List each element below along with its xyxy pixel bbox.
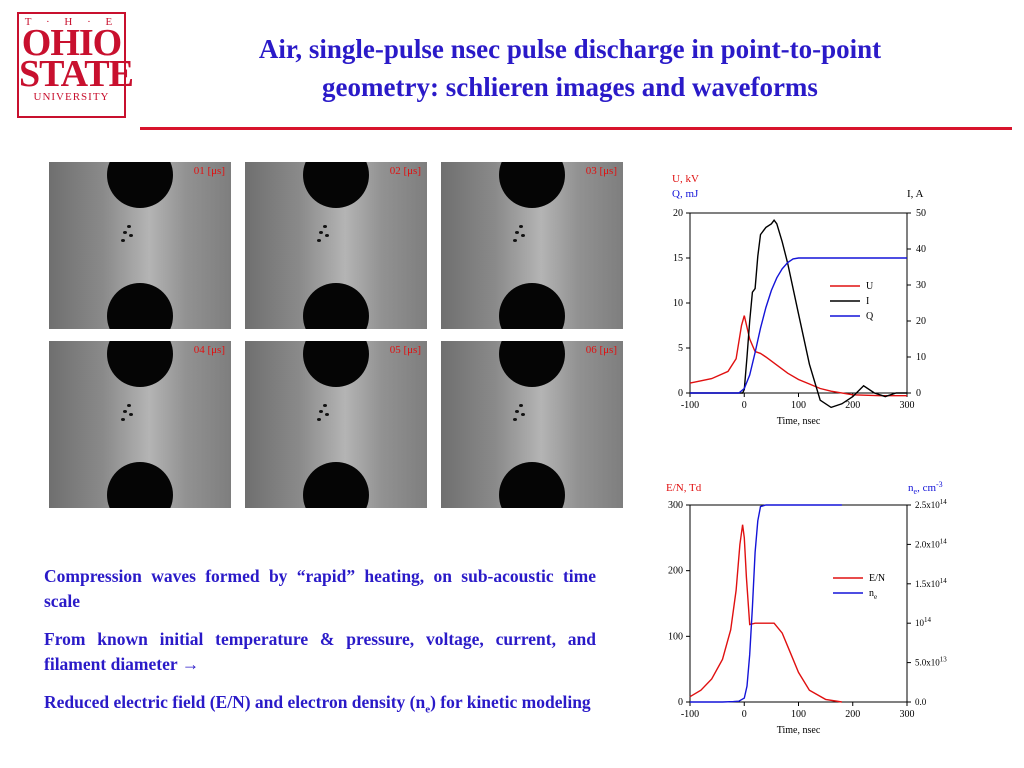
image-time-label: 01 [μs] bbox=[193, 165, 225, 177]
y-right-tick-label: 5.0x1013 bbox=[915, 656, 947, 668]
legend-label: Q bbox=[866, 311, 874, 322]
y-left-tick-label: 0 bbox=[678, 388, 683, 399]
x-tick-label: 300 bbox=[900, 400, 915, 411]
y-right-axis-label: I, A bbox=[907, 188, 924, 200]
legend-label: U bbox=[866, 281, 874, 292]
logo-state: STATE bbox=[19, 53, 134, 95]
x-tick-label: 100 bbox=[791, 400, 806, 411]
electrode-bottom bbox=[499, 283, 565, 329]
particle-cluster bbox=[121, 225, 135, 245]
bullet-sub: e bbox=[425, 703, 431, 716]
y-left-axis-label-u: U, kV bbox=[672, 173, 699, 185]
y-right-tick-label: 30 bbox=[916, 280, 926, 291]
y-left-tick-label: 0 bbox=[678, 697, 683, 708]
slide-title: Air, single-pulse nsec pulse discharge i… bbox=[140, 30, 1000, 106]
y-right-tick-label: 10 bbox=[916, 352, 926, 363]
image-time-label: 04 [μs] bbox=[193, 344, 225, 356]
image-time-label: 06 [μs] bbox=[585, 344, 617, 356]
series-line-q bbox=[690, 257, 907, 394]
schlieren-image-01: 01 [μs] bbox=[49, 162, 231, 329]
y-left-tick-label: 20 bbox=[673, 208, 683, 219]
bullet-compression-waves: Compression waves formed by “rapid” heat… bbox=[44, 566, 596, 611]
particle-cluster bbox=[317, 404, 331, 424]
bullet-text-before: Reduced electric field (E/N) and electro… bbox=[44, 692, 426, 712]
title-divider bbox=[140, 127, 1012, 130]
title-line-1: Air, single-pulse nsec pulse discharge i… bbox=[258, 34, 882, 64]
schlieren-image-02: 02 [μs] bbox=[245, 162, 427, 329]
y-right-tick-label: 2.5x1014 bbox=[915, 498, 947, 510]
bullet-known-initial: From known initial temperature & pressur… bbox=[44, 629, 596, 674]
y-right-tick-label: 50 bbox=[916, 208, 926, 219]
legend-label: E/N bbox=[869, 573, 885, 584]
logo-university: UNIVERSITY bbox=[33, 91, 110, 103]
x-axis-label: Time, nsec bbox=[777, 416, 821, 427]
y-left-axis-label-q: Q, mJ bbox=[672, 188, 699, 200]
y-left-axis-label: E/N, Td bbox=[666, 482, 702, 494]
image-time-label: 02 [μs] bbox=[389, 165, 421, 177]
bullet-reduced-field: Reduced electric field (E/N) and electro… bbox=[44, 690, 596, 723]
legend-label: I bbox=[866, 296, 869, 307]
x-tick-label: 100 bbox=[791, 709, 806, 720]
x-tick-label: 0 bbox=[742, 709, 747, 720]
bullet-text-after: ) for kinetic modeling bbox=[430, 692, 591, 712]
logo-the: T · H · E bbox=[24, 16, 119, 28]
electrode-top bbox=[303, 341, 369, 387]
logo-ohio: OHIO bbox=[21, 22, 122, 64]
schlieren-image-03: 03 [μs] bbox=[441, 162, 623, 329]
y-left-tick-label: 5 bbox=[678, 343, 683, 354]
electrode-bottom bbox=[107, 462, 173, 508]
electrode-top bbox=[303, 162, 369, 208]
x-tick-label: 200 bbox=[845, 709, 860, 720]
title-line-2: geometry: schlieren images and waveforms bbox=[322, 72, 818, 102]
y-right-tick-label: 0.0 bbox=[915, 697, 927, 707]
x-axis-label: Time, nsec bbox=[777, 725, 821, 736]
electrode-top bbox=[107, 341, 173, 387]
y-left-tick-label: 300 bbox=[668, 500, 683, 511]
particle-cluster bbox=[317, 225, 331, 245]
schlieren-image-06: 06 [μs] bbox=[441, 341, 623, 508]
y-right-axis-label: ne, cm-3 bbox=[908, 480, 943, 496]
y-right-tick-label: 1.5x1014 bbox=[915, 577, 947, 589]
y-left-tick-label: 100 bbox=[668, 631, 683, 642]
x-tick-label: -100 bbox=[681, 709, 699, 720]
y-right-tick-label: 40 bbox=[916, 244, 926, 255]
electrode-bottom bbox=[499, 462, 565, 508]
osu-logo: T · H · E OHIO STATE UNIVERSITY bbox=[17, 12, 134, 118]
schlieren-image-05: 05 [μs] bbox=[245, 341, 427, 508]
schlieren-image-04: 04 [μs] bbox=[49, 341, 231, 508]
y-right-tick-label: 1014 bbox=[915, 616, 932, 628]
y-right-tick-label: 20 bbox=[916, 316, 926, 327]
electrode-top bbox=[499, 341, 565, 387]
y-right-tick-label: 2.0x1014 bbox=[915, 537, 947, 549]
x-tick-label: 0 bbox=[742, 400, 747, 411]
plot-frame bbox=[689, 212, 908, 394]
electrode-bottom bbox=[303, 462, 369, 508]
y-left-tick-label: 200 bbox=[668, 566, 683, 577]
electrode-top bbox=[499, 162, 565, 208]
x-tick-label: 200 bbox=[845, 400, 860, 411]
particle-cluster bbox=[513, 404, 527, 424]
series-line-en bbox=[689, 524, 843, 703]
electrode-bottom bbox=[303, 283, 369, 329]
y-right-tick-label: 0 bbox=[916, 388, 921, 399]
electrode-bottom bbox=[107, 283, 173, 329]
legend-label: ne bbox=[869, 588, 877, 601]
electrode-top bbox=[107, 162, 173, 208]
y-left-tick-label: 15 bbox=[673, 253, 683, 264]
series-line-ne bbox=[690, 504, 842, 703]
x-tick-label: 300 bbox=[900, 709, 915, 720]
y-left-tick-label: 10 bbox=[673, 298, 683, 309]
image-time-label: 05 [μs] bbox=[389, 344, 421, 356]
particle-cluster bbox=[121, 404, 135, 424]
image-time-label: 03 [μs] bbox=[585, 165, 617, 177]
series-line-i bbox=[690, 219, 907, 409]
particle-cluster bbox=[513, 225, 527, 245]
x-tick-label: -100 bbox=[681, 400, 699, 411]
series-line-u bbox=[689, 315, 907, 397]
